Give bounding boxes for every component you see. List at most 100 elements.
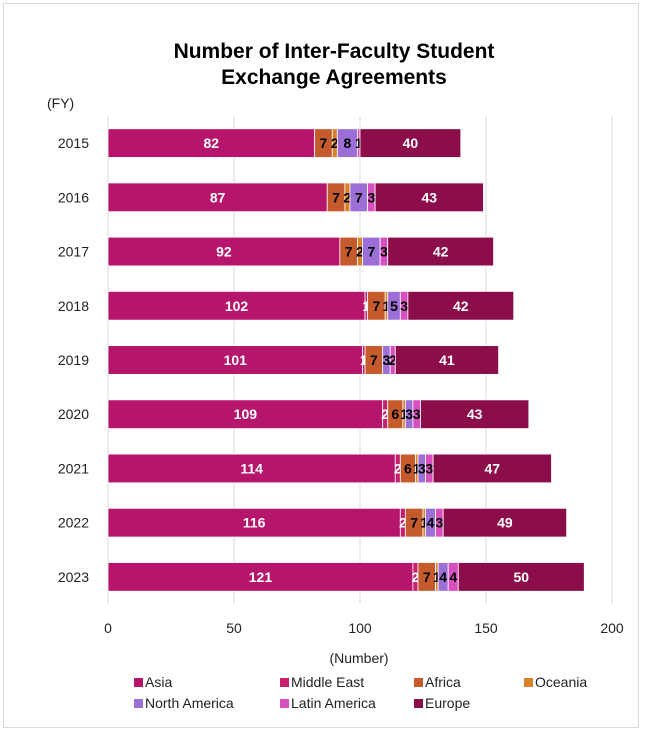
legend-label: Oceania xyxy=(535,674,587,690)
legend-item: Asia xyxy=(134,674,172,690)
data-label: 1 xyxy=(360,352,368,368)
bar-segment xyxy=(107,128,316,158)
data-label: 114 xyxy=(240,460,263,476)
bar-segment xyxy=(107,453,396,484)
legend-swatch xyxy=(134,699,143,708)
bar-segment xyxy=(407,291,515,321)
chart-title-line-2: Exchange Agreements xyxy=(221,66,447,89)
data-label: 4 xyxy=(449,569,457,585)
data-label: 47 xyxy=(485,460,501,476)
data-label: 7 xyxy=(410,515,418,531)
data-label: 3 xyxy=(413,406,421,422)
data-label: 7 xyxy=(370,352,378,368)
data-label: 41 xyxy=(439,352,455,368)
x-tick-label: 50 xyxy=(226,620,242,636)
data-label: 7 xyxy=(423,569,431,585)
data-label: 6 xyxy=(391,406,399,422)
data-label: 6 xyxy=(404,460,412,476)
data-label: 5 xyxy=(390,298,398,314)
data-label: 7 xyxy=(332,189,340,205)
data-label: 87 xyxy=(210,189,226,205)
data-label: 4 xyxy=(439,569,447,585)
data-label: 3 xyxy=(425,460,433,476)
x-tick-label: 150 xyxy=(474,620,498,636)
data-label: 3 xyxy=(383,352,391,368)
legend-item: Latin America xyxy=(280,695,376,711)
data-label: 116 xyxy=(243,515,266,531)
data-label: 1 xyxy=(383,298,391,314)
data-label: 3 xyxy=(367,189,375,205)
data-label: 7 xyxy=(355,189,363,205)
legend-swatch xyxy=(280,699,289,708)
bar-segment xyxy=(107,562,414,592)
data-label: 82 xyxy=(204,135,220,151)
bar-segment xyxy=(107,182,328,213)
legend-label: Asia xyxy=(145,674,172,690)
legend-swatch xyxy=(524,678,533,687)
legend-label: Africa xyxy=(425,674,461,690)
data-label: 2 xyxy=(399,515,407,531)
y-tick-label: 2020 xyxy=(58,406,89,422)
data-label: 2 xyxy=(331,135,339,151)
legend-item: Europe xyxy=(414,695,470,711)
data-label: 3 xyxy=(418,460,426,476)
x-tick-label: 0 xyxy=(104,620,112,636)
data-label: 43 xyxy=(467,406,483,422)
data-label: 49 xyxy=(497,515,513,531)
bar-segment xyxy=(457,562,585,592)
data-label: 8 xyxy=(344,135,352,151)
data-label: 1 xyxy=(400,406,408,422)
data-label: 7 xyxy=(372,298,380,314)
data-label: 2 xyxy=(381,406,389,422)
y-tick-label: 2022 xyxy=(58,515,89,531)
data-label: 2 xyxy=(412,569,420,585)
data-label: 7 xyxy=(345,244,353,260)
data-label: 102 xyxy=(225,298,249,314)
legend-swatch xyxy=(280,678,289,687)
data-label: 2 xyxy=(389,352,397,368)
data-label: 1 xyxy=(433,569,441,585)
chart-title-line-1: Number of Inter-Faculty Student xyxy=(174,40,495,63)
data-label: 92 xyxy=(216,244,232,260)
data-label: 40 xyxy=(403,135,419,151)
y-tick-label: 2015 xyxy=(58,135,89,151)
y-tick-labels: 2015 2016 2017 2018 2019 2020 2021 2022 2023 xyxy=(58,135,89,585)
chart-title: Number of Inter-Faculty Student Exchange… xyxy=(174,40,495,89)
x-tick-labels: 0 50 100 150 200 xyxy=(104,620,624,636)
bar-segment xyxy=(387,236,494,267)
data-label: 43 xyxy=(422,189,438,205)
legend-label: Middle East xyxy=(291,674,364,690)
bar-segment xyxy=(107,291,366,321)
data-label: 42 xyxy=(453,298,469,314)
data-label: 3 xyxy=(435,515,443,531)
legend: Asia Middle East Africa Oceania North Americ… xyxy=(134,674,587,711)
data-label: 101 xyxy=(224,352,248,368)
data-label: 121 xyxy=(249,569,273,585)
legend-swatch xyxy=(414,678,423,687)
y-tick-label: 2021 xyxy=(58,460,89,476)
data-label: 4 xyxy=(427,515,435,531)
data-label: 1 xyxy=(420,515,428,531)
data-label: 3 xyxy=(400,298,408,314)
bar-segment xyxy=(432,453,552,484)
legend-item: Oceania xyxy=(524,674,587,690)
legend-item: North America xyxy=(134,695,234,711)
legend-label: Latin America xyxy=(291,695,376,711)
data-label: 1 xyxy=(413,460,421,476)
data-label: 50 xyxy=(513,569,529,585)
bar-segment xyxy=(442,507,568,538)
data-label: 1 xyxy=(362,298,370,314)
data-label: 2 xyxy=(394,460,402,476)
y-tick-label: 2017 xyxy=(58,244,89,260)
y-tick-label: 2019 xyxy=(58,352,89,368)
legend-item: Middle East xyxy=(280,674,364,690)
bar-segment xyxy=(394,345,499,375)
data-label: 2 xyxy=(356,244,364,260)
data-label: 3 xyxy=(405,406,413,422)
data-label: 109 xyxy=(234,406,258,422)
bar-segment xyxy=(107,399,384,429)
legend-label: North America xyxy=(145,695,234,711)
y-tick-label: 2016 xyxy=(58,189,89,205)
data-label: 7 xyxy=(367,244,375,260)
